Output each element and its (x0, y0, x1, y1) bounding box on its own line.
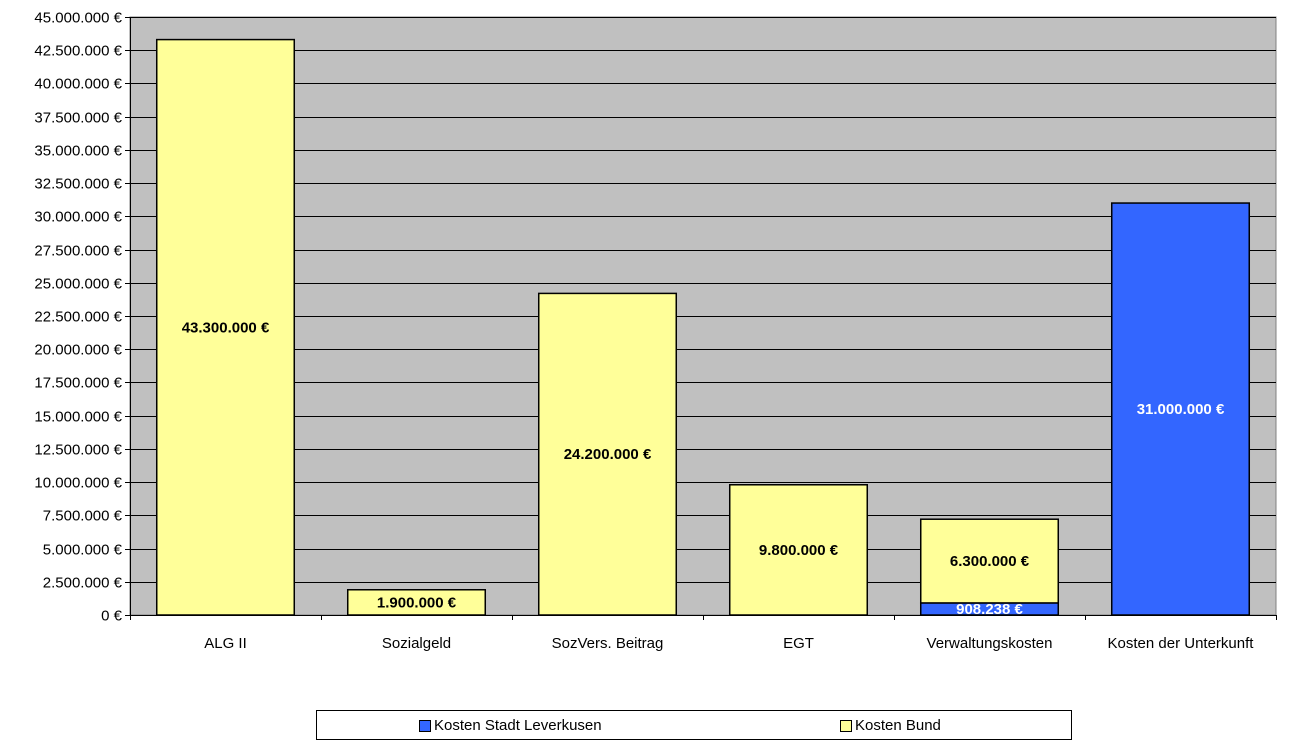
data-label: 1.900.000 € (377, 594, 457, 611)
data-label: 31.000.000 € (1137, 401, 1225, 418)
y-tick-label: 15.000.000 € (34, 409, 122, 426)
bar-bund (346, 589, 487, 616)
legend-item-bund: Kosten Bund (840, 717, 941, 734)
x-tick-label: Verwaltungskosten (927, 635, 1053, 652)
legend-swatch-stadt (419, 719, 431, 732)
y-tick-label: 42.500.000 € (34, 43, 122, 60)
y-tick-label: 10.000.000 € (34, 475, 122, 492)
y-tick-label: 37.500.000 € (34, 110, 122, 127)
data-label: 9.800.000 € (759, 542, 839, 559)
x-tick-label: Sozialgeld (382, 635, 451, 652)
y-tick-label: 7.500.000 € (43, 508, 123, 525)
x-tick-label: ALG II (204, 635, 247, 652)
bar-bund (728, 484, 869, 616)
y-tick-label: 45.000.000 € (34, 10, 122, 27)
y-tick-label: 32.500.000 € (34, 176, 122, 193)
legend-label-stadt: Kosten Stadt Leverkusen (434, 717, 602, 734)
legend-item-stadt: Kosten Stadt Leverkusen (419, 717, 602, 734)
y-tick-label: 30.000.000 € (34, 209, 122, 226)
y-tick-label: 17.500.000 € (34, 375, 122, 392)
x-tick-label: SozVers. Beitrag (552, 635, 664, 652)
x-tick-label: Kosten der Unterkunft (1108, 635, 1255, 652)
x-tick-label: EGT (783, 635, 814, 652)
data-label: 43.300.000 € (182, 319, 270, 336)
bar-bund (537, 292, 678, 616)
bar-bund (919, 518, 1060, 604)
y-tick-label: 25.000.000 € (34, 276, 122, 293)
legend-swatch-bund (840, 719, 852, 732)
y-tick-label: 35.000.000 € (34, 143, 122, 160)
y-tick-label: 27.500.000 € (34, 243, 122, 260)
chart-legend: Kosten Stadt Leverkusen Kosten Bund (316, 710, 1072, 740)
y-tick-label: 12.500.000 € (34, 442, 122, 459)
bar-bund (155, 38, 296, 616)
data-label: 24.200.000 € (564, 446, 652, 463)
y-tick-label: 20.000.000 € (34, 342, 122, 359)
y-tick-label: 2.500.000 € (43, 575, 123, 592)
y-tick-label: 22.500.000 € (34, 309, 122, 326)
data-label: 908.238 € (956, 601, 1023, 618)
y-tick-label: 40.000.000 € (34, 76, 122, 93)
legend-label-bund: Kosten Bund (855, 717, 941, 734)
data-label: 6.300.000 € (950, 553, 1030, 570)
y-tick-label: 5.000.000 € (43, 542, 123, 559)
bar-stadt (1110, 202, 1251, 616)
y-tick-label: 0 € (101, 608, 123, 625)
